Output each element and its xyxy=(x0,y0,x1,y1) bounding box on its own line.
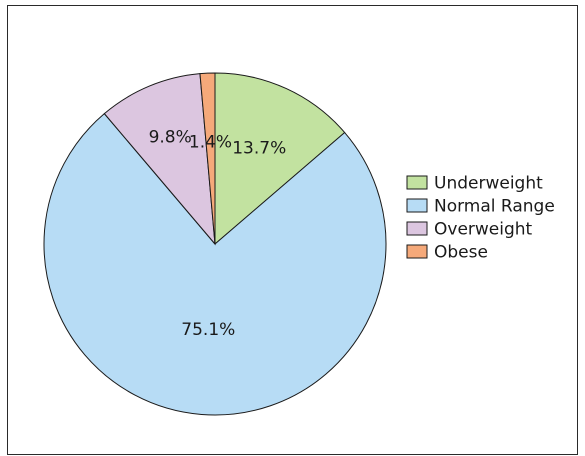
legend-swatch-overweight xyxy=(406,221,428,236)
legend-label-obese: Obese xyxy=(434,243,488,263)
slice-label-normal-range: 75.1% xyxy=(181,320,235,340)
pie-labels: 13.7% 75.1% 9.8%1.4% xyxy=(149,128,287,341)
legend-label-underweight: Underweight xyxy=(434,174,543,194)
slice-label-overweight: 9.8% xyxy=(149,128,192,148)
legend-swatch-normal-range xyxy=(406,198,428,213)
pie-slice-underweight xyxy=(214,72,346,246)
legend-label-normal-range: Normal Range xyxy=(434,197,555,217)
legend: Underweight Normal Range Overweight Obese xyxy=(406,174,555,263)
legend-swatch-obese xyxy=(406,244,428,259)
slice-label-underweight: 13.7% xyxy=(232,139,286,159)
pie-slice-overweight xyxy=(103,73,216,246)
legend-label-overweight: Overweight xyxy=(434,220,533,240)
slice-label-obese: 1.4% xyxy=(189,132,232,152)
pie-slice-normal-range xyxy=(43,112,387,416)
pie-slice-obese xyxy=(199,72,216,245)
pie-slices xyxy=(43,72,387,416)
legend-swatch-underweight xyxy=(406,175,428,190)
